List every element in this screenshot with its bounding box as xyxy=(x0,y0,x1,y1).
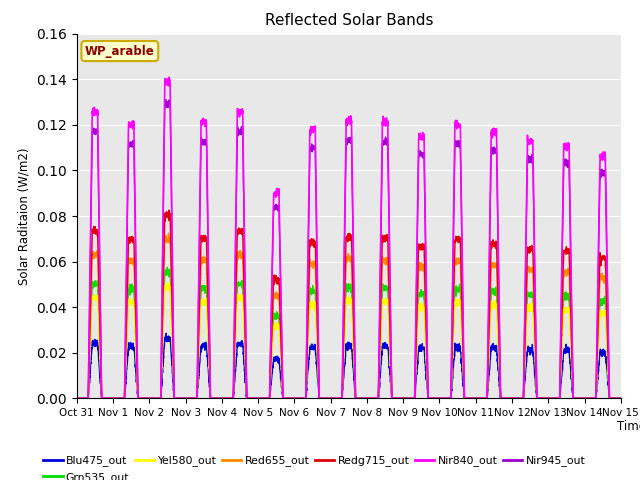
Yel580_out xyxy=(502,396,509,401)
Nir840_out xyxy=(329,396,337,401)
Nir945_out xyxy=(329,396,337,401)
Y-axis label: Solar Raditaion (W/m2): Solar Raditaion (W/m2) xyxy=(18,147,31,285)
Nir945_out xyxy=(471,396,479,401)
Nir945_out xyxy=(171,396,179,401)
Nir840_out xyxy=(441,396,449,401)
Nir840_out xyxy=(73,396,81,401)
Red655_out xyxy=(171,396,179,401)
Red655_out xyxy=(441,396,449,401)
X-axis label: Time: Time xyxy=(617,420,640,433)
Blu475_out xyxy=(441,396,449,401)
Red655_out xyxy=(617,396,625,401)
Red655_out xyxy=(502,396,509,401)
Redg715_out xyxy=(441,396,449,401)
Nir945_out xyxy=(441,396,449,401)
Grn535_out xyxy=(164,264,172,270)
Yel580_out xyxy=(171,396,179,401)
Grn535_out xyxy=(73,396,81,401)
Blu475_out xyxy=(502,396,509,401)
Nir840_out xyxy=(171,396,179,401)
Redg715_out xyxy=(73,396,81,401)
Redg715_out xyxy=(617,396,625,401)
Yel580_out xyxy=(441,396,449,401)
Nir945_out xyxy=(617,396,625,401)
Blu475_out xyxy=(617,396,625,401)
Nir945_out xyxy=(616,396,624,401)
Yel580_out xyxy=(617,396,625,401)
Redg715_out xyxy=(165,207,173,213)
Nir840_out xyxy=(616,396,624,401)
Grn535_out xyxy=(441,396,449,401)
Line: Redg715_out: Redg715_out xyxy=(77,210,621,398)
Line: Red655_out: Red655_out xyxy=(77,233,621,398)
Yel580_out xyxy=(616,396,624,401)
Blu475_out xyxy=(73,396,81,401)
Grn535_out xyxy=(502,396,509,401)
Nir840_out xyxy=(471,396,479,401)
Grn535_out xyxy=(471,396,479,401)
Grn535_out xyxy=(329,396,337,401)
Line: Blu475_out: Blu475_out xyxy=(77,333,621,398)
Redg715_out xyxy=(329,396,337,401)
Grn535_out xyxy=(616,396,624,401)
Blu475_out xyxy=(171,396,179,401)
Text: WP_arable: WP_arable xyxy=(85,45,155,58)
Grn535_out xyxy=(617,396,625,401)
Red655_out xyxy=(73,396,81,401)
Line: Nir945_out: Nir945_out xyxy=(77,100,621,398)
Title: Reflected Solar Bands: Reflected Solar Bands xyxy=(264,13,433,28)
Grn535_out xyxy=(171,396,179,401)
Blu475_out xyxy=(163,330,170,336)
Yel580_out xyxy=(73,396,81,401)
Nir945_out xyxy=(502,396,509,401)
Redg715_out xyxy=(171,396,179,401)
Line: Yel580_out: Yel580_out xyxy=(77,283,621,398)
Nir945_out xyxy=(162,97,170,103)
Red655_out xyxy=(471,396,479,401)
Line: Nir840_out: Nir840_out xyxy=(77,77,621,398)
Nir840_out xyxy=(617,396,625,401)
Yel580_out xyxy=(329,396,337,401)
Blu475_out xyxy=(329,396,337,401)
Legend: Blu475_out, Grn535_out, Yel580_out, Red655_out, Redg715_out, Nir840_out, Nir945_: Blu475_out, Grn535_out, Yel580_out, Red6… xyxy=(38,451,589,480)
Yel580_out xyxy=(471,396,479,401)
Redg715_out xyxy=(502,396,509,401)
Yel580_out xyxy=(165,280,173,286)
Red655_out xyxy=(164,230,172,236)
Line: Grn535_out: Grn535_out xyxy=(77,267,621,398)
Nir945_out xyxy=(73,396,81,401)
Nir840_out xyxy=(502,396,509,401)
Redg715_out xyxy=(471,396,479,401)
Blu475_out xyxy=(616,396,624,401)
Red655_out xyxy=(329,396,337,401)
Red655_out xyxy=(616,396,624,401)
Nir840_out xyxy=(165,74,173,80)
Blu475_out xyxy=(471,396,479,401)
Redg715_out xyxy=(616,396,624,401)
